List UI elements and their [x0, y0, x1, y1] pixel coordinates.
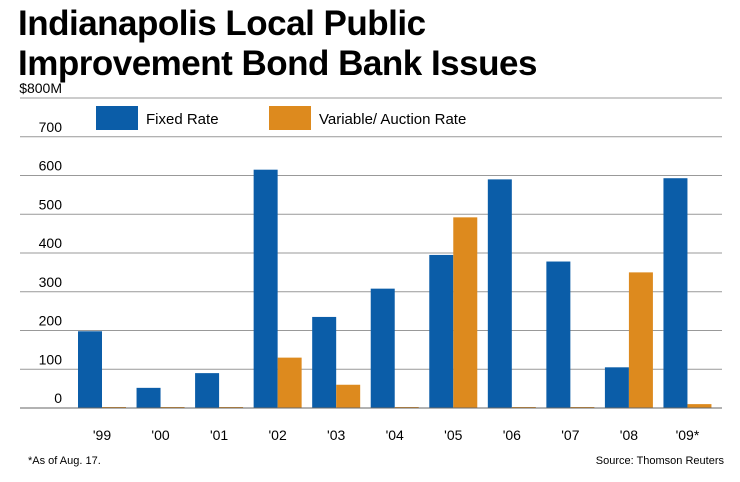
y-tick-label: 200 [39, 313, 63, 329]
y-tick-label: 0 [54, 390, 62, 406]
x-tick-label: '02 [269, 427, 287, 443]
bar-fixed-rate [253, 169, 278, 408]
chart-title: Indianapolis Local Public Improvement Bo… [18, 4, 537, 84]
bar-fixed-rate [663, 178, 688, 408]
bar-variable-auction-rate [336, 384, 361, 408]
bar-fixed-rate [78, 331, 102, 408]
legend: Fixed Rate Variable/ Auction Rate [96, 106, 466, 130]
y-tick-label: 500 [39, 196, 63, 212]
legend-swatch-variable-auction-rate [269, 106, 311, 130]
footnote: *As of Aug. 17. [28, 455, 101, 467]
bar-fixed-rate [136, 387, 161, 408]
bar-variable-auction-rate [628, 272, 653, 408]
bars [78, 169, 712, 408]
x-tick-label: '08 [620, 427, 638, 443]
legend-swatch-fixed-rate [96, 106, 138, 130]
x-tick-label: '09* [676, 427, 700, 443]
bar-variable-auction-rate [453, 217, 478, 408]
bar-fixed-rate [604, 367, 629, 408]
chart-title-line-2: Improvement Bond Bank Issues [18, 44, 537, 83]
x-tick-label: '01 [210, 427, 228, 443]
legend-label-fixed-rate: Fixed Rate [146, 111, 219, 128]
bar-variable-auction-rate [277, 357, 302, 408]
x-axis-tick-labels: '99 '00 '01 '02 '03 '04 '05 '06 '07 '08 '09* [93, 427, 700, 443]
y-tick-label: 100 [39, 351, 63, 367]
x-tick-label: '04 [386, 427, 404, 443]
chart-title-line-1: Indianapolis Local Public [18, 4, 426, 43]
legend-label-variable-auction-rate: Variable/ Auction Rate [319, 111, 466, 128]
x-tick-label: '07 [561, 427, 579, 443]
bar-fixed-rate [195, 373, 220, 408]
source-credit: Source: Thomson Reuters [595, 455, 724, 467]
bar-fixed-rate [312, 316, 337, 408]
bar-variable-auction-rate [687, 404, 712, 408]
bar-fixed-rate [487, 179, 512, 408]
y-axis-tick-labels: 0 100 200 300 400 500 600 700 $800M [19, 80, 62, 406]
x-tick-label: '03 [327, 427, 345, 443]
bar-fixed-rate [429, 254, 454, 408]
x-tick-label: '00 [151, 427, 169, 443]
y-tick-label: $800M [19, 80, 62, 96]
x-tick-label: '99 [93, 427, 111, 443]
y-tick-label: 700 [39, 119, 63, 135]
y-tick-label: 400 [39, 235, 63, 251]
y-tick-label: 600 [39, 158, 63, 174]
bar-fixed-rate [370, 288, 395, 408]
x-tick-label: '06 [503, 427, 521, 443]
y-tick-label: 300 [39, 274, 63, 290]
x-tick-label: '05 [444, 427, 462, 443]
bar-fixed-rate [546, 261, 571, 408]
